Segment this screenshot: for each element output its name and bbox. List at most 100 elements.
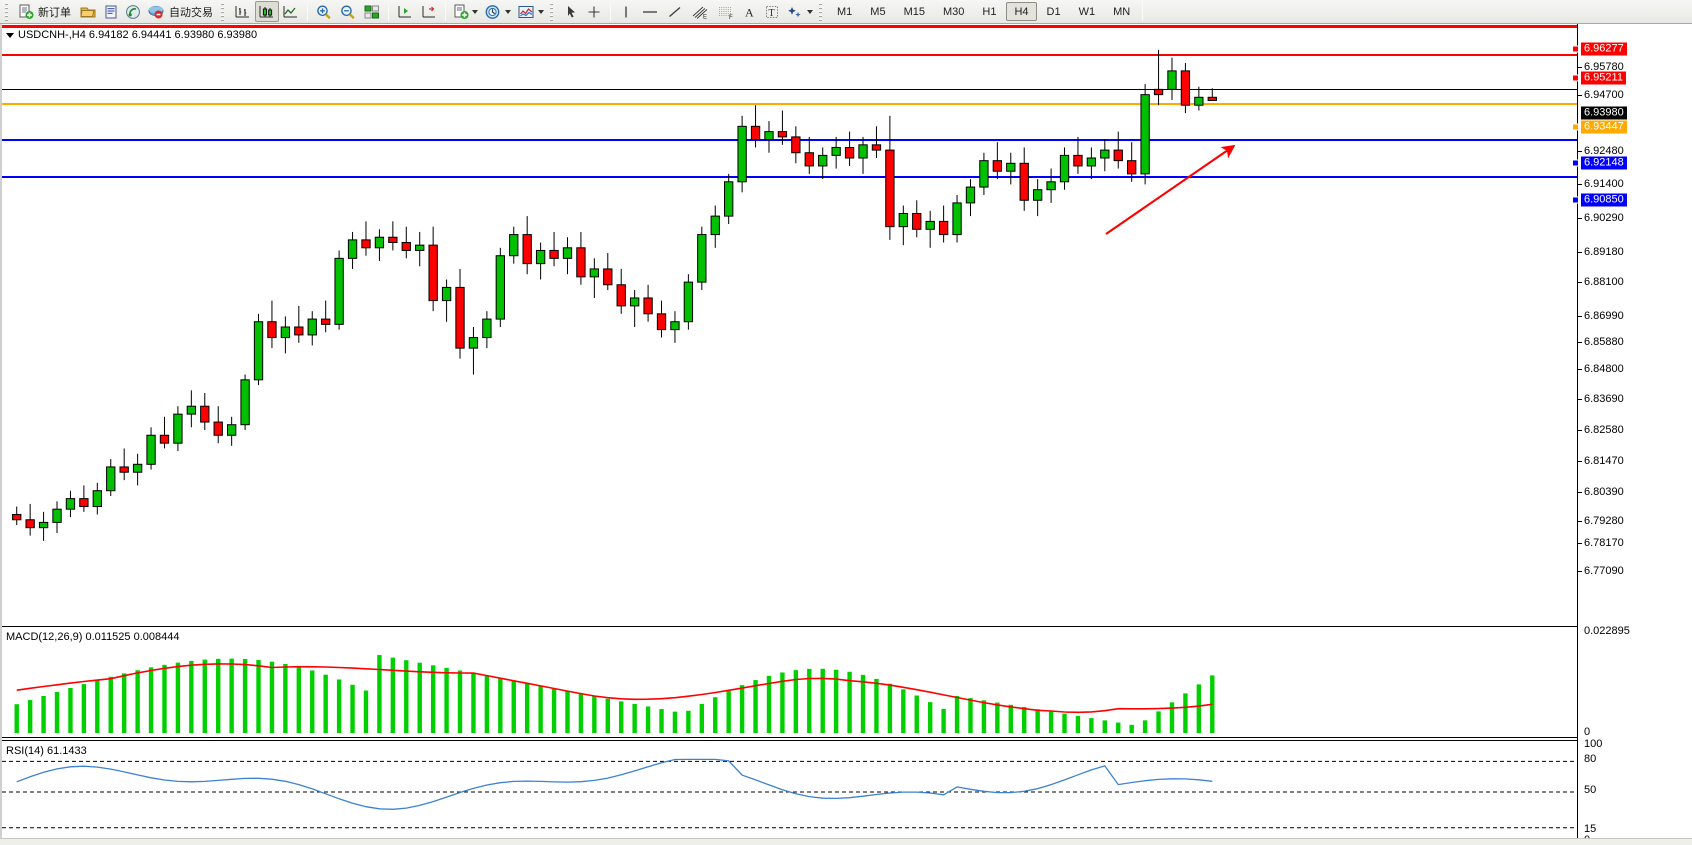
candle-body[interactable] [65, 498, 76, 510]
candle-body[interactable] [724, 181, 734, 217]
price-level-marker[interactable] [1572, 159, 1579, 167]
price-label-top-resistance[interactable]: 6.96277 [1581, 42, 1627, 56]
timeframe-m30[interactable]: M30 [942, 5, 965, 18]
candle-body[interactable] [844, 146, 855, 159]
timeframe-w1[interactable]: W1 [1078, 5, 1096, 18]
macd-pane[interactable] [2, 626, 1577, 738]
templates-button[interactable] [450, 1, 481, 22]
toolbar-grip-2[interactable] [221, 2, 228, 21]
candle-body[interactable] [629, 297, 640, 307]
toolbar-grip-4[interactable] [819, 2, 826, 21]
candle-body[interactable] [455, 286, 465, 349]
text-button[interactable]: A [739, 1, 761, 22]
price-level-marker[interactable] [1572, 123, 1579, 131]
candle-body[interactable] [132, 463, 143, 473]
candle-body[interactable] [777, 131, 788, 138]
candle-body[interactable] [106, 466, 116, 492]
candle-body[interactable] [119, 466, 129, 473]
candle-body[interactable] [428, 244, 438, 302]
period-button[interactable] [481, 1, 514, 22]
current-price-line[interactable] [2, 89, 1577, 90]
timeframe-h4[interactable]: H4 [1006, 2, 1037, 21]
candle-body[interactable] [925, 220, 935, 230]
candle-body[interactable] [1100, 149, 1110, 159]
candle-body[interactable] [1086, 157, 1097, 167]
timeframe-d1[interactable]: D1 [1046, 5, 1061, 18]
candle-body[interactable] [979, 160, 989, 188]
candle-body[interactable] [92, 490, 102, 508]
candle-body[interactable] [1194, 96, 1204, 106]
resistance-line-top[interactable] [2, 25, 1577, 28]
bar-chart-button[interactable] [231, 1, 255, 22]
candle-body[interactable] [871, 144, 882, 151]
chevron-down-icon[interactable] [807, 9, 813, 14]
candle-body[interactable] [267, 321, 277, 339]
candle-body[interactable] [1073, 154, 1083, 167]
candle-body[interactable] [307, 318, 317, 336]
candle-body[interactable] [186, 405, 197, 415]
candle-body[interactable] [374, 236, 385, 249]
candle-body[interactable] [992, 160, 1003, 172]
chevron-down-icon[interactable] [472, 9, 478, 14]
trend-arrow-annotation[interactable] [1098, 136, 1258, 246]
candle-body[interactable] [347, 239, 358, 259]
candle-body[interactable] [912, 212, 922, 230]
rsi-series[interactable] [2, 741, 1577, 843]
candle-body[interactable] [482, 318, 492, 339]
support-line-1[interactable] [2, 139, 1577, 141]
resistance-line[interactable] [2, 54, 1577, 56]
price-level-marker[interactable] [1572, 74, 1579, 82]
price-label-resistance[interactable]: 6.95211 [1581, 71, 1626, 85]
chevron-down-icon[interactable] [538, 9, 544, 14]
candle-body[interactable] [804, 152, 814, 167]
candle-body[interactable] [791, 136, 801, 154]
candle-body[interactable] [12, 513, 22, 521]
candle-body[interactable] [441, 286, 452, 302]
zoom-out-button[interactable] [336, 1, 360, 22]
tile-windows-button[interactable] [360, 1, 384, 22]
candle-body[interactable] [616, 284, 626, 307]
zoom-in-button[interactable] [312, 1, 336, 22]
candle-body[interactable] [1127, 160, 1137, 175]
chart-area[interactable]: 6.95780 6.94700 6.92480 6.91400 6.90290 6.891… [0, 24, 1692, 845]
timeframe-h1[interactable]: H1 [982, 5, 997, 18]
auto-scroll-button[interactable] [393, 1, 417, 22]
indicators-button[interactable] [514, 1, 547, 22]
text-label-button[interactable]: T [761, 1, 783, 22]
horizontal-line-button[interactable] [637, 1, 663, 22]
candle-body[interactable] [468, 337, 479, 349]
price-label-support-2[interactable]: 6.90850 [1581, 193, 1627, 207]
candle-body[interactable] [1140, 94, 1150, 175]
candle-body[interactable] [240, 379, 250, 426]
candle-body[interactable] [885, 149, 895, 228]
candle-body[interactable] [280, 326, 291, 339]
candle-body[interactable] [522, 234, 532, 265]
candle-body[interactable] [1019, 162, 1029, 201]
line-chart-button[interactable] [279, 1, 303, 22]
candle-body[interactable] [535, 249, 546, 265]
price-level-marker[interactable] [1572, 196, 1579, 204]
candle-body[interactable] [670, 321, 680, 331]
toolbar-grip-3[interactable] [550, 2, 557, 21]
candle-body[interactable] [818, 154, 828, 167]
candle-body[interactable] [213, 421, 223, 436]
price-level-marker[interactable] [1572, 45, 1579, 53]
signals-button[interactable] [122, 1, 144, 22]
candle-body[interactable] [549, 249, 559, 259]
print-preview-button[interactable] [100, 1, 122, 22]
timeframe-mn[interactable]: MN [1113, 5, 1131, 18]
price-label-current[interactable]: 6.93980 [1581, 106, 1627, 120]
candle-body[interactable] [415, 244, 425, 251]
vertical-line-button[interactable] [615, 1, 637, 22]
candle-body[interactable] [159, 434, 170, 444]
candle-body[interactable] [750, 125, 761, 141]
candlestick-series[interactable] [2, 26, 1577, 562]
timeframe-m5[interactable]: M5 [870, 5, 886, 18]
candle-body[interactable] [173, 413, 183, 444]
candle-body[interactable] [683, 281, 694, 323]
candle-body[interactable] [495, 255, 505, 320]
candle-body[interactable] [388, 236, 398, 244]
timeframe-m1[interactable]: M1 [837, 5, 853, 18]
candle-body[interactable] [25, 519, 35, 529]
candle-body[interactable] [710, 215, 720, 236]
